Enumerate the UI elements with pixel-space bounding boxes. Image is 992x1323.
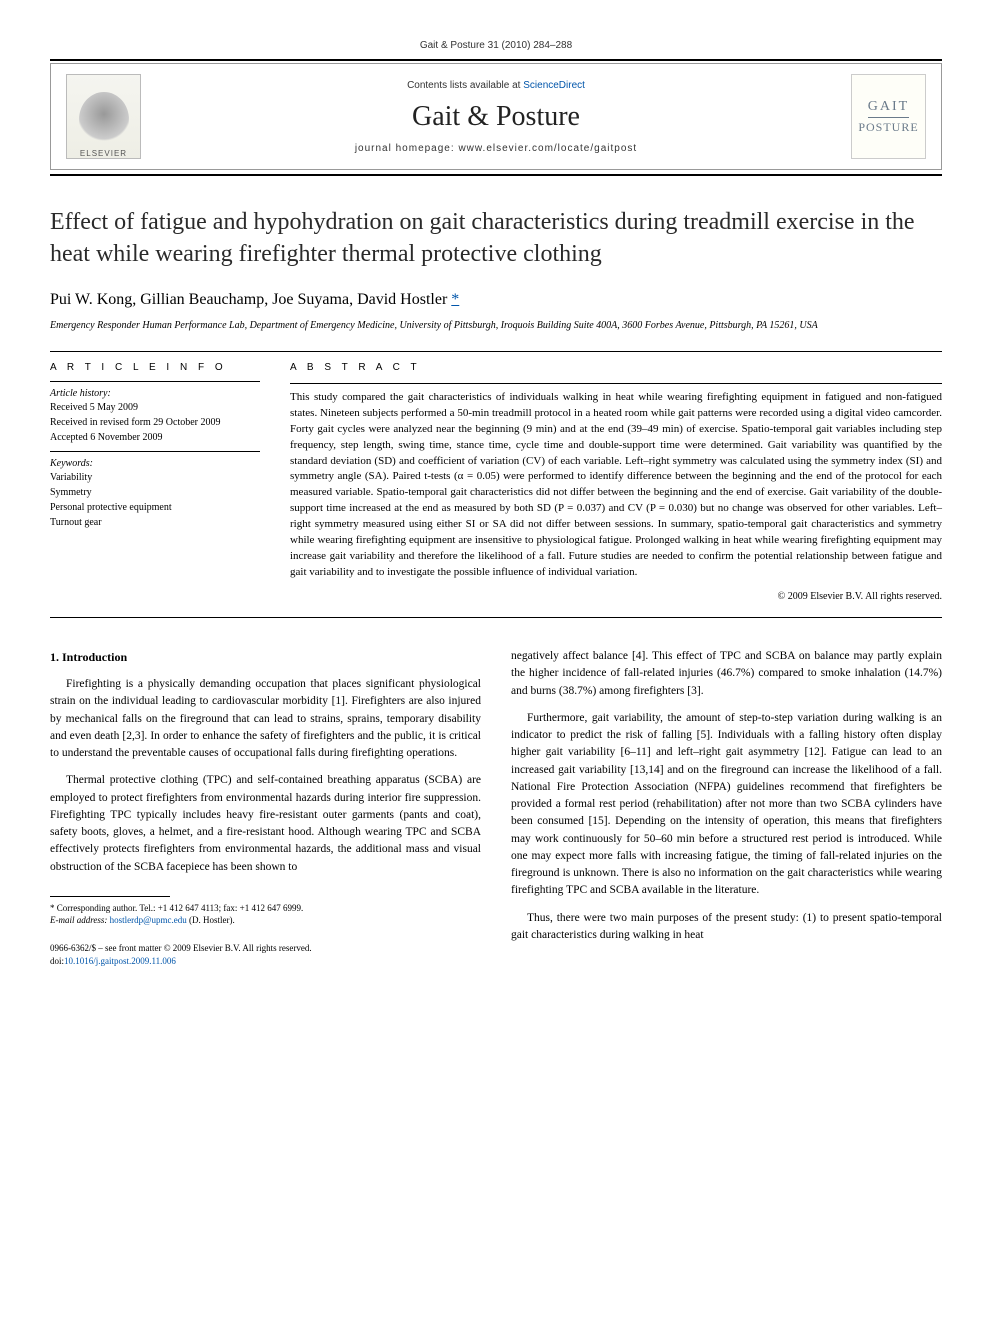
- sciencedirect-link[interactable]: ScienceDirect: [523, 80, 585, 91]
- doi-link[interactable]: 10.1016/j.gaitpost.2009.11.006: [64, 956, 176, 966]
- affiliation: Emergency Responder Human Performance La…: [50, 319, 942, 333]
- corresponding-author-marker[interactable]: *: [451, 291, 459, 308]
- homepage-url: www.elsevier.com/locate/gaitpost: [458, 143, 637, 154]
- cover-word-posture: POSTURE: [858, 120, 918, 135]
- journal-title: Gait & Posture: [141, 101, 851, 133]
- footnote-rule: [50, 896, 170, 897]
- keywords-label: Keywords:: [50, 458, 260, 469]
- doi-line: doi:10.1016/j.gaitpost.2009.11.006: [50, 955, 481, 968]
- info-abstract-row: A R T I C L E I N F O Article history: R…: [50, 362, 942, 602]
- corresponding-author-footnote: * Corresponding author. Tel.: +1 412 647…: [50, 902, 481, 927]
- paragraph-3: negatively affect balance [4]. This effe…: [511, 648, 942, 700]
- bottom-meta: 0966-6362/$ – see front matter © 2009 El…: [50, 942, 481, 967]
- contents-prefix: Contents lists available at: [407, 80, 523, 91]
- keyword-3: Personal protective equipment: [50, 501, 260, 515]
- abstract-copyright: © 2009 Elsevier B.V. All rights reserved…: [290, 591, 942, 602]
- article-info-column: A R T I C L E I N F O Article history: R…: [50, 362, 260, 602]
- article-title: Effect of fatigue and hypohydration on g…: [50, 206, 942, 271]
- accepted-date: Accepted 6 November 2009: [50, 431, 260, 445]
- email-label: E-mail address:: [50, 915, 110, 925]
- body-column-left: 1. Introduction Firefighting is a physic…: [50, 648, 481, 967]
- paragraph-5: Thus, there were two main purposes of th…: [511, 910, 942, 945]
- keyword-2: Symmetry: [50, 486, 260, 500]
- doi-prefix: doi:: [50, 956, 64, 966]
- homepage-line: journal homepage: www.elsevier.com/locat…: [141, 143, 851, 154]
- revised-date: Received in revised form 29 October 2009: [50, 416, 260, 430]
- publisher-logo: ELSEVIER: [66, 74, 141, 159]
- history-label: Article history:: [50, 388, 260, 399]
- info-rule-2: [50, 451, 260, 452]
- abstract-bottom-rule: [50, 617, 942, 618]
- elsevier-tree-icon: [79, 92, 129, 147]
- received-date: Received 5 May 2009: [50, 401, 260, 415]
- body-columns: 1. Introduction Firefighting is a physic…: [50, 648, 942, 967]
- paragraph-4: Furthermore, gait variability, the amoun…: [511, 710, 942, 900]
- body-column-right: negatively affect balance [4]. This effe…: [511, 648, 942, 967]
- homepage-prefix: journal homepage:: [355, 143, 459, 154]
- contents-line: Contents lists available at ScienceDirec…: [141, 80, 851, 91]
- keyword-1: Variability: [50, 471, 260, 485]
- mid-rule: [50, 174, 942, 176]
- email-suffix: (D. Hostler).: [187, 915, 235, 925]
- footnote-tel-fax: * Corresponding author. Tel.: +1 412 647…: [50, 902, 481, 915]
- keyword-4: Turnout gear: [50, 516, 260, 530]
- footnote-email-line: E-mail address: hostlerdp@upmc.edu (D. H…: [50, 914, 481, 927]
- abstract-text: This study compared the gait characteris…: [290, 390, 942, 581]
- abstract-heading: A B S T R A C T: [290, 362, 942, 373]
- corresponding-email-link[interactable]: hostlerdp@upmc.edu: [110, 915, 187, 925]
- journal-banner: ELSEVIER Contents lists available at Sci…: [50, 63, 942, 170]
- abstract-rule: [290, 383, 942, 384]
- running-header: Gait & Posture 31 (2010) 284–288: [50, 40, 942, 51]
- info-rule-1: [50, 381, 260, 382]
- top-rule: [50, 59, 942, 61]
- journal-cover-thumbnail: GAIT POSTURE: [851, 74, 926, 159]
- article-info-heading: A R T I C L E I N F O: [50, 362, 260, 373]
- paragraph-1: Firefighting is a physically demanding o…: [50, 676, 481, 762]
- banner-center: Contents lists available at ScienceDirec…: [141, 80, 851, 154]
- issn-copyright-line: 0966-6362/$ – see front matter © 2009 El…: [50, 942, 481, 955]
- publisher-name: ELSEVIER: [80, 149, 127, 158]
- cover-word-gait: GAIT: [868, 99, 909, 118]
- authors-line: Pui W. Kong, Gillian Beauchamp, Joe Suya…: [50, 291, 942, 309]
- abstract-column: A B S T R A C T This study compared the …: [290, 362, 942, 602]
- section-heading-intro: 1. Introduction: [50, 648, 481, 666]
- authors-names: Pui W. Kong, Gillian Beauchamp, Joe Suya…: [50, 291, 447, 308]
- paragraph-2: Thermal protective clothing (TPC) and se…: [50, 772, 481, 876]
- info-top-rule: [50, 351, 942, 352]
